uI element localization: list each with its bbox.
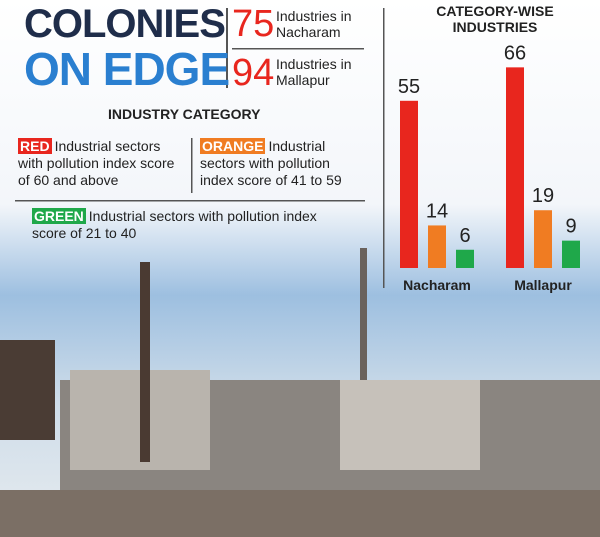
legend-text: Industrial sectors with pollution index … (32, 208, 317, 241)
stat-label: Industries in Nacharam (276, 8, 352, 40)
bar (428, 225, 446, 268)
legend-item: ORANGE Industrial sectors with pollution … (200, 138, 365, 189)
legend-tag: RED (18, 138, 52, 154)
legend-item: RED Industrial sectors with pollution ind… (18, 138, 188, 189)
chart-title: CATEGORY-WISE INDUSTRIES (436, 3, 554, 35)
value-label: 6 (459, 225, 470, 247)
divider (232, 48, 364, 50)
bar (400, 100, 418, 268)
legend-text: Industrial sectors with pollution index … (200, 138, 342, 188)
roof (0, 340, 55, 440)
stat-value: 75 (232, 3, 275, 45)
bar (456, 249, 474, 268)
legend-tag: GREEN (32, 208, 86, 224)
ground (0, 490, 600, 537)
headline: COLONIES (24, 2, 226, 46)
divider (226, 8, 228, 88)
value-label: 19 (532, 185, 554, 207)
headline: ON EDGE (24, 43, 230, 95)
bar (534, 210, 552, 268)
legend-text: Industrial sectors with pollution index … (18, 138, 175, 188)
divider (191, 138, 193, 193)
bar (506, 67, 524, 268)
x-tick-label: Nacharam (403, 277, 471, 293)
chimney (360, 248, 367, 380)
legend-tag: ORANGE (200, 138, 266, 154)
value-label: 55 (398, 76, 420, 98)
chimney (140, 262, 150, 462)
stat-label: Industries in Mallapur (276, 56, 352, 88)
x-tick-label: Mallapur (514, 277, 572, 293)
stat-value: 94 (232, 52, 275, 94)
legend-item: GREEN Industrial sectors with pollution i… (32, 208, 332, 242)
value-label: 14 (426, 200, 448, 222)
building (340, 380, 480, 470)
bar-chart: 55 14 6 Nacharam 66 19 9 Mallapur (398, 42, 580, 293)
divider (15, 200, 365, 202)
bar (562, 240, 580, 268)
value-label: 66 (504, 42, 526, 64)
value-label: 9 (565, 216, 576, 238)
divider (383, 8, 385, 288)
legend-title: INDUSTRY CATEGORY (108, 106, 261, 122)
